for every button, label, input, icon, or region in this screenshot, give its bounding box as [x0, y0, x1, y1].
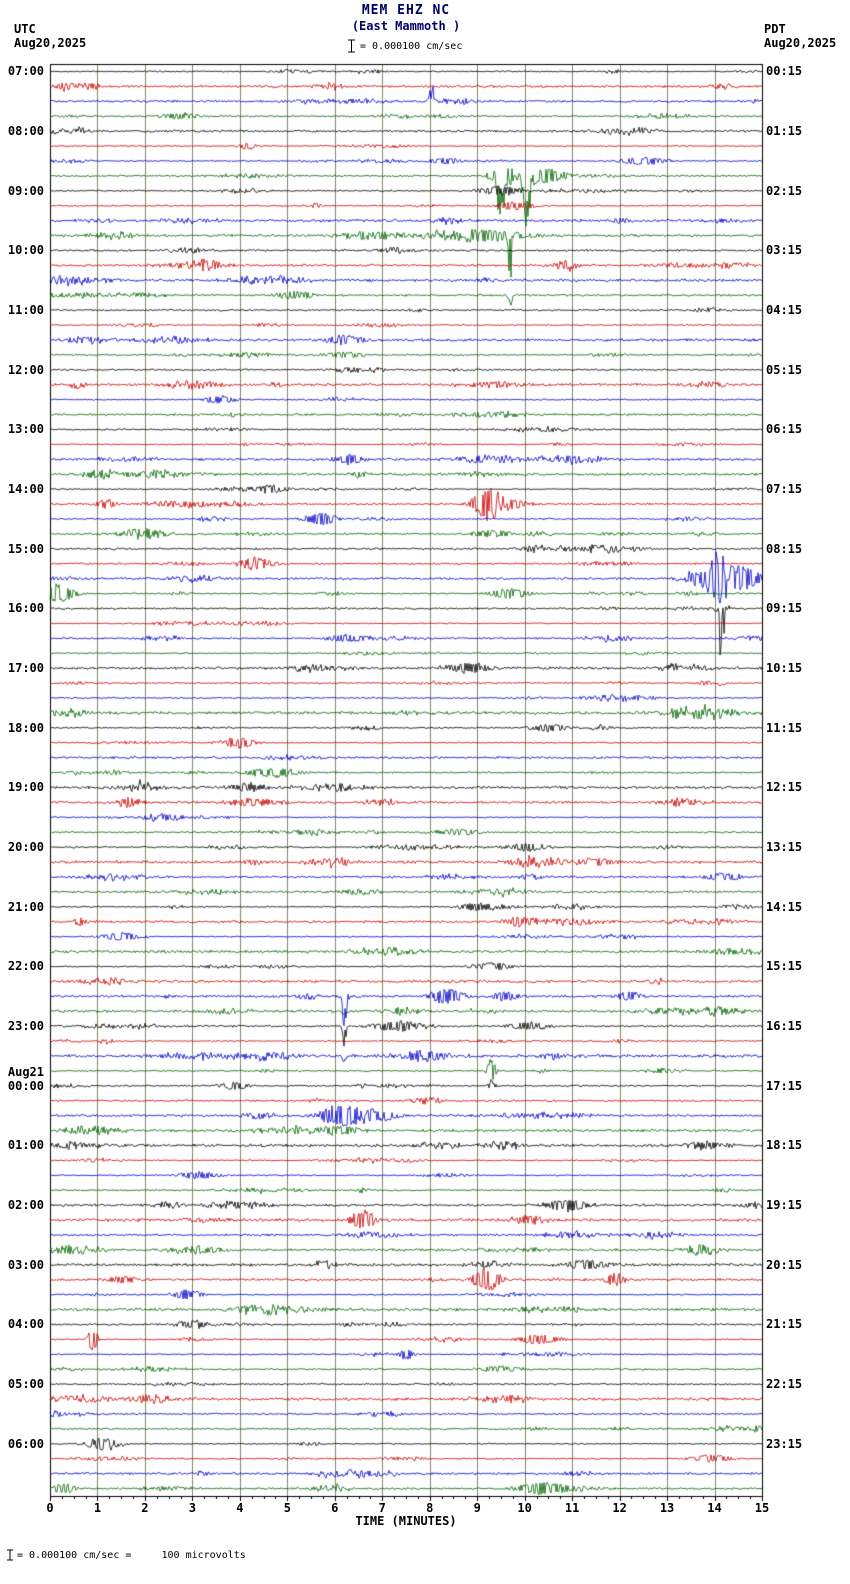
utc-time-label: 14:00 [7, 482, 44, 497]
x-tick-label: 5 [283, 1501, 291, 1515]
pdt-time-label: 10:15 [766, 661, 803, 676]
utc-time-label: 13:00 [7, 422, 44, 437]
right-date-label: Aug20,2025 [764, 36, 837, 50]
scale-bracket-icon [348, 39, 355, 53]
pdt-time-label: 18:15 [766, 1138, 803, 1153]
page-title: MEM EHZ NC [361, 3, 451, 18]
utc-time-label: 15:00 [7, 541, 44, 556]
utc-time-label: 11:00 [7, 303, 44, 318]
pdt-time-label: 05:15 [766, 362, 803, 377]
utc-time-label: 17:00 [7, 661, 44, 676]
utc-time-label: 18:00 [7, 720, 44, 735]
utc-time-label: 12:00 [7, 362, 44, 377]
utc-time-label: 00:00 [7, 1078, 44, 1093]
pdt-time-label: 08:15 [766, 541, 803, 556]
x-tick-label: 0 [46, 1501, 54, 1515]
x-tick-label: 7 [378, 1501, 386, 1515]
scale-text: = 0.000100 cm/sec [360, 40, 463, 52]
pdt-time-label: 01:15 [766, 124, 803, 139]
x-tick-label: 6 [331, 1501, 339, 1515]
utc-time-label: 02:00 [7, 1198, 44, 1213]
footer-scale-note: = 0.000100 cm/sec = 100 microvolts [6, 1549, 246, 1561]
pdt-time-label: 02:15 [766, 183, 803, 198]
x-tick-label: 3 [188, 1501, 196, 1515]
utc-time-label: 19:00 [7, 780, 44, 795]
pdt-time-label: 14:15 [766, 899, 803, 914]
pdt-time-label: 22:15 [766, 1377, 803, 1392]
x-tick-label: 14 [707, 1501, 722, 1515]
utc-time-label: 23:00 [7, 1019, 44, 1034]
utc-time-label: 21:00 [7, 899, 44, 914]
pdt-labels-column: 00:15 01:15 02:15 03:15 04:15 05:15 06:15 07:15… [766, 0, 836, 1584]
pdt-time-label: 20:15 [766, 1257, 803, 1272]
pdt-time-label: 19:15 [766, 1198, 803, 1213]
x-tick-label: 12 [612, 1501, 627, 1515]
left-timezone-label: UTC [14, 22, 36, 36]
pdt-time-label: 21:15 [766, 1317, 803, 1332]
utc-time-label: 07:00 [7, 64, 44, 79]
date-break-label: Aug21 [7, 1065, 44, 1080]
utc-time-label: 01:00 [7, 1138, 44, 1153]
station-location: (East Mammoth ) [351, 19, 461, 33]
x-tick-label: 15 [754, 1501, 770, 1515]
x-axis-ticks: 0 1 2 3 4 5 6 7 8 9 10 11 12 13 14 15 [0, 1501, 850, 1515]
utc-time-label: 20:00 [7, 840, 44, 855]
pdt-time-label: 00:15 [766, 64, 803, 79]
scale-bracket-icon-small [7, 1549, 13, 1561]
pdt-time-label: 15:15 [766, 959, 803, 974]
utc-header-block: UTC Aug20,2025 [14, 22, 86, 50]
utc-time-label: 04:00 [7, 1317, 44, 1332]
amplitude-scale: = 0.000100 cm/sec [347, 39, 462, 53]
utc-labels-column: 07:00 08:00 09:00 10:00 11:00 12:00 13:00 14:00… [0, 0, 46, 1584]
utc-time-label: 08:00 [7, 124, 44, 139]
pdt-time-label: 03:15 [766, 243, 803, 258]
x-tick-label: 11 [564, 1501, 580, 1515]
x-tick-label: 2 [141, 1501, 149, 1515]
pdt-time-label: 13:15 [766, 840, 803, 855]
x-axis-title: TIME (MINUTES) [355, 1514, 457, 1528]
pdt-time-label: 11:15 [766, 720, 803, 735]
pdt-time-label: 04:15 [766, 303, 803, 318]
utc-time-label: 16:00 [7, 601, 44, 616]
pdt-header-block: PDT Aug20,2025 [764, 22, 836, 50]
x-tick-label: 10 [517, 1501, 532, 1515]
utc-time-label: 22:00 [7, 959, 44, 974]
pdt-time-label: 23:15 [766, 1436, 803, 1451]
pdt-time-label: 17:15 [766, 1078, 803, 1093]
x-tick-label: 4 [236, 1501, 244, 1515]
x-tick-label: 9 [473, 1501, 481, 1515]
pdt-time-label: 07:15 [766, 482, 803, 497]
pdt-time-label: 09:15 [766, 601, 803, 616]
right-timezone-label: PDT [764, 22, 786, 36]
x-tick-label: 1 [93, 1501, 102, 1515]
utc-time-label: 06:00 [7, 1436, 44, 1451]
utc-time-label: 09:00 [7, 183, 44, 198]
pdt-time-label: 16:15 [766, 1019, 803, 1034]
x-tick-label: 8 [426, 1501, 434, 1515]
utc-time-label: 03:00 [7, 1257, 44, 1272]
pdt-time-label: 12:15 [766, 780, 803, 795]
utc-time-label: 05:00 [7, 1377, 44, 1392]
left-date-label: Aug20,2025 [14, 36, 87, 50]
x-tick-label: 13 [659, 1501, 675, 1515]
utc-time-label: 10:00 [7, 243, 44, 258]
pdt-time-label: 06:15 [766, 422, 803, 437]
footer-scale-text: = 0.000100 cm/sec = 100 microvolts [17, 1549, 246, 1561]
